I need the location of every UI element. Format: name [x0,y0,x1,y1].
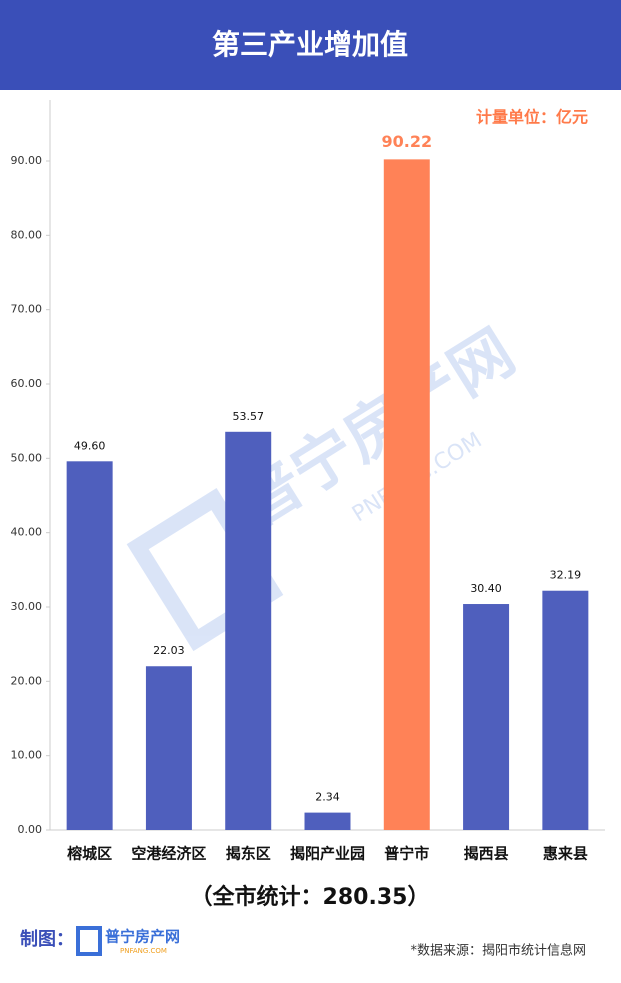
y-tick-label: 30.00 [11,600,43,613]
logo-text: 普宁房产网 [105,928,180,946]
y-tick-label: 20.00 [11,674,43,687]
bar [383,159,430,830]
credit-label: 制图： [20,929,74,950]
y-tick-label: 80.00 [11,228,43,241]
value-label: 22.03 [153,644,185,657]
source-note: *数据来源：揭阳市统计信息网 [410,943,586,959]
y-tick-label: 60.00 [11,377,43,390]
bar [463,604,510,830]
bar [66,461,113,830]
header-band [0,0,621,90]
y-tick-label: 10.00 [11,749,43,762]
y-tick-label: 50.00 [11,451,43,464]
bar [542,590,589,830]
value-label: 30.40 [470,582,502,595]
y-tick-label: 0.00 [18,823,43,836]
x-tick-label: 榕城区 [67,845,112,863]
y-tick-label: 40.00 [11,526,43,539]
x-tick-label: 揭阳产业园 [290,845,365,863]
bar [225,431,272,830]
value-label: 53.57 [232,410,264,423]
y-tick-label: 90.00 [11,154,43,167]
value-label: 90.22 [381,132,432,151]
value-label: 2.34 [315,791,340,804]
y-tick-label: 70.00 [11,303,43,316]
x-tick-label: 揭西县 [464,845,509,863]
logo-icon [76,926,102,956]
logo-sub: PNFANG.COM [120,947,167,955]
value-label: 32.19 [550,569,582,582]
chart-title: 第三产业增加值 [212,28,408,61]
total-note: （全市统计：280.35） [191,884,430,910]
x-tick-label: 惠来县 [543,845,588,863]
bar [145,666,192,830]
x-tick-label: 普宁市 [384,845,429,863]
bar [304,812,351,830]
unit-note: 计量单位：亿元 [476,108,588,127]
value-label: 49.60 [74,439,106,452]
x-tick-label: 空港经济区 [131,845,206,863]
x-tick-label: 揭东区 [226,845,271,863]
